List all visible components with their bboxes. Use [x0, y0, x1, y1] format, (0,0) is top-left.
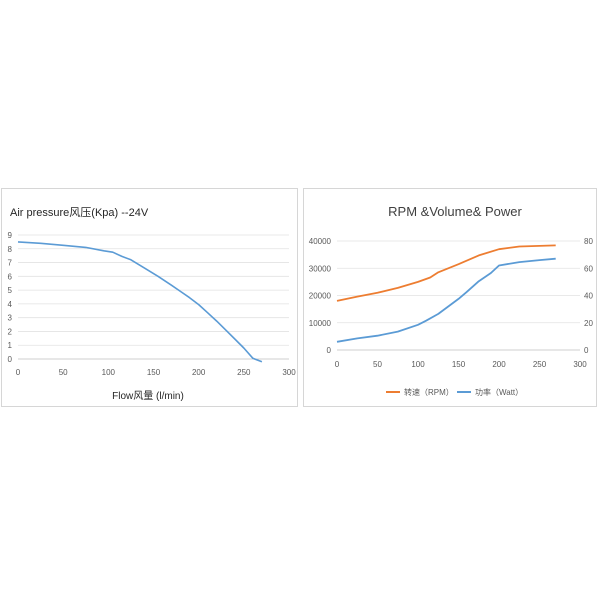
y-tick-label: 10000 [309, 319, 332, 328]
y-tick-label: 40000 [309, 237, 332, 246]
y-tick-label: 2 [8, 327, 13, 336]
y-tick-label: 9 [8, 231, 13, 240]
y2-tick-label: 20 [584, 319, 593, 328]
y2-tick-label: 80 [584, 237, 593, 246]
y-tick-label: 4 [8, 300, 13, 309]
x-tick-label: 250 [533, 360, 547, 369]
y-tick-label: 20000 [309, 292, 332, 301]
x-tick-label: 150 [147, 368, 161, 377]
x-tick-label: 200 [492, 360, 506, 369]
y-tick-label: 30000 [309, 264, 332, 273]
y-tick-label: 5 [8, 286, 13, 295]
y2-tick-label: 40 [584, 292, 593, 301]
series-line-air-pressure [17, 241, 263, 363]
x-tick-label: 200 [192, 368, 206, 377]
x-tick-label: 300 [573, 360, 587, 369]
legend-label-rpm: 转速（RPM） [404, 387, 454, 397]
x-tick-label: 250 [237, 368, 251, 377]
air-pressure-chart-panel: Air pressure风压(Kpa) --24V 0 1 2 3 4 5 6 7 8 9 0 50… [1, 188, 298, 407]
y-tick-label: 3 [8, 314, 13, 323]
x-tick-label: 50 [373, 360, 382, 369]
x-tick-label: 100 [102, 368, 116, 377]
y-tick-label: 0 [8, 355, 13, 364]
y-tick-label: 6 [8, 272, 13, 281]
chart-title: Air pressure风压(Kpa) --24V [10, 206, 149, 219]
y-tick-label: 8 [8, 245, 13, 254]
legend: 转速（RPM） 功率（Watt） [386, 387, 523, 397]
y2-tick-label: 60 [584, 264, 593, 273]
series-line-power [336, 257, 556, 343]
y-tick-label: 0 [327, 346, 332, 355]
x-tick-label: 0 [335, 360, 340, 369]
x-axis-label: Flow风量 (l/min) [112, 390, 184, 402]
series-line-rpm [336, 244, 556, 302]
x-tick-label: 300 [282, 368, 296, 377]
x-tick-label: 50 [59, 368, 68, 377]
legend-label-power: 功率（Watt） [475, 387, 523, 397]
x-tick-label: 0 [16, 368, 21, 377]
y-tick-label: 1 [8, 341, 13, 350]
x-tick-label: 150 [452, 360, 466, 369]
rpm-volume-power-chart: RPM &Volume& Power 010000200003000040000… [309, 204, 594, 397]
x-tick-label: 100 [411, 360, 425, 369]
rpm-volume-power-chart-panel: RPM &Volume& Power 0 10000 20000 30000 40000… [303, 188, 597, 407]
y2-tick-label: 0 [584, 346, 589, 355]
chart-title: RPM &Volume& Power [388, 204, 522, 219]
air-pressure-chart: Air pressure风压(Kpa) --24V 0 1 2 3 4 5 6 7 8 9 0 50… [8, 206, 297, 402]
y-tick-label: 7 [8, 259, 13, 268]
